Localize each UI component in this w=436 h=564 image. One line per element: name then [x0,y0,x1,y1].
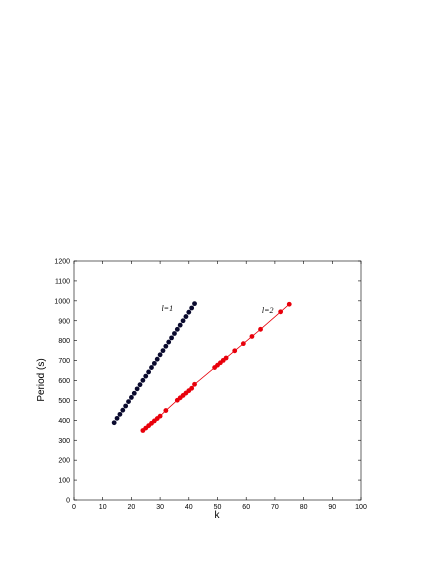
data-point [140,377,146,383]
data-point [154,356,160,362]
data-point [278,309,284,315]
series-annotation-l2: l=2 [262,306,274,315]
y-tick-label: 300 [58,438,70,445]
y-tick-label: 500 [58,398,70,405]
y-tick-label: 1000 [54,298,70,305]
data-point [151,360,157,366]
y-tick-label: 200 [58,458,70,465]
y-tick-label: 1200 [54,259,70,266]
data-point [160,348,166,354]
data-point [111,420,117,426]
plot-frame [73,260,362,501]
data-point [240,341,246,347]
data-point [249,334,255,339]
y-tick-label: 100 [58,478,70,485]
data-point [143,373,149,379]
series-layer [111,301,292,433]
data-point [172,331,177,336]
data-point [146,369,152,375]
y-axis-title: Period (s) [36,358,47,401]
data-point [114,415,120,421]
x-axis-title: k [215,510,221,521]
x-tick-label: 80 [300,504,308,511]
data-point [169,335,174,341]
data-point [166,339,172,345]
data-point [174,326,180,332]
data-point [177,322,183,328]
data-point [189,385,195,391]
x-tick-label: 90 [328,504,336,511]
data-point [129,395,134,400]
data-point [163,343,169,349]
y-tick-label: 0 [66,498,70,505]
data-point [157,413,163,419]
data-point [180,318,186,324]
x-axis-ticks: 0 10 20 30 40 50 60 70 80 90 100 [72,261,367,511]
data-point [192,301,197,307]
series-2 [140,301,292,433]
series-1 [111,301,197,426]
data-point [120,407,126,413]
data-point [183,314,189,319]
data-point [157,352,163,358]
y-tick-label: 400 [58,418,70,425]
x-tick-label: 20 [128,504,136,511]
y-tick-label: 800 [58,338,70,345]
data-point [189,305,195,311]
data-point [286,301,292,307]
data-point [134,386,140,392]
x-tick-label: 40 [185,504,193,511]
x-tick-label: 10 [99,504,107,511]
data-point [232,348,238,354]
data-point [131,390,137,396]
x-tick-label: 0 [72,504,76,511]
data-point [186,309,192,315]
data-point [117,411,123,417]
y-tick-label: 1100 [55,278,70,285]
y-axis-ticks: 0 100 200 300 400 500 600 700 800 900 1000 1100 1200 [54,259,361,505]
data-point [192,381,197,387]
data-point [163,408,169,413]
data-point [223,355,229,361]
data-point [123,403,129,409]
data-point [126,399,131,405]
x-tick-label: 60 [242,504,250,511]
y-tick-label: 900 [58,318,70,325]
data-point [137,382,143,388]
x-tick-label: 70 [271,504,279,511]
y-tick-label: 600 [58,378,70,385]
x-tick-label: 50 [214,504,222,511]
y-tick-label: 700 [58,358,70,365]
data-point [258,326,263,332]
series-annotation-l1: l=1 [161,304,173,313]
x-tick-label: 100 [355,504,367,511]
data-point [149,365,154,370]
x-tick-label: 30 [156,504,164,511]
